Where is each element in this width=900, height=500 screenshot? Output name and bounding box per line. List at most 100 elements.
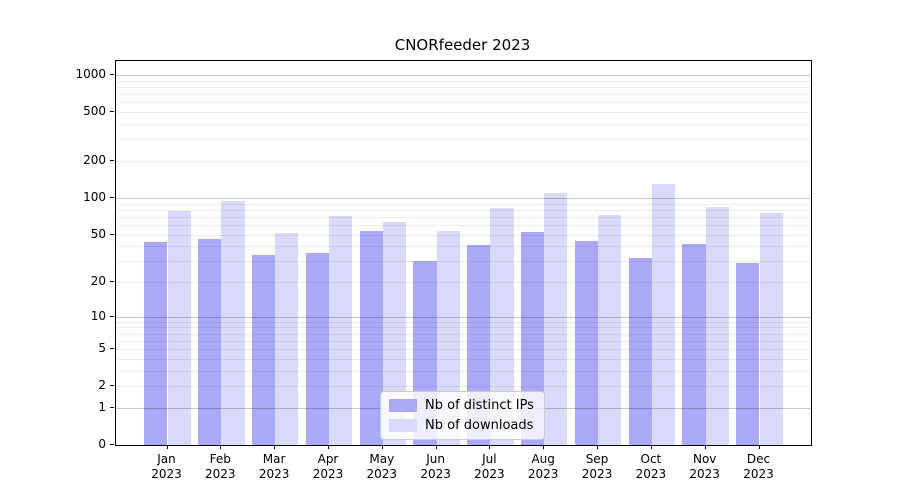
x-tick-label: Oct 2023	[635, 452, 667, 481]
y-tick-mark	[110, 233, 114, 235]
x-tick-mark	[597, 445, 598, 449]
x-tick-mark	[543, 445, 545, 449]
gridline-minor	[116, 209, 811, 211]
x-tick-mark	[274, 445, 276, 449]
y-tick-label: 50	[90, 226, 106, 241]
x-tick-label: Nov 2023	[689, 452, 720, 481]
gridline-minor	[116, 340, 811, 342]
y-tick-label: 200	[83, 153, 106, 167]
bar-distinct-ips	[682, 243, 706, 445]
gridline-minor	[116, 234, 811, 236]
y-tick-label: 1000	[75, 67, 106, 81]
gridline-minor	[116, 327, 811, 329]
legend: Nb of distinct IPs Nb of downloads	[380, 391, 545, 440]
gridline-major	[116, 316, 811, 318]
y-tick-mark	[110, 315, 114, 317]
gridline-minor	[116, 216, 811, 218]
y-tick-mark	[110, 444, 114, 445]
y-tick-mark	[110, 385, 114, 387]
y-tick-mark	[110, 406, 114, 408]
y-tick-label: 500	[83, 104, 106, 119]
gridline-minor	[116, 333, 811, 335]
x-tick-mark	[435, 445, 437, 449]
x-tick-mark	[650, 445, 652, 449]
x-tick-mark	[166, 445, 168, 449]
bar-distinct-ips	[628, 257, 652, 445]
gridline-minor	[116, 87, 811, 88]
x-tick-label: Jan 2023	[151, 452, 182, 481]
x-tick-mark	[489, 445, 491, 449]
bar-downloads	[705, 207, 729, 445]
x-tick-label: Aug 2023	[527, 452, 559, 481]
bar-distinct-ips	[305, 253, 329, 445]
y-tick-label: 2	[98, 378, 106, 393]
legend-item-distinct-ips: Nb of distinct IPs	[389, 397, 534, 414]
gridline-minor	[116, 139, 811, 141]
bar-distinct-ips	[736, 262, 760, 445]
x-tick-mark	[704, 445, 706, 449]
y-tick-mark	[110, 348, 114, 350]
x-tick-label: Jul 2023	[474, 452, 505, 481]
y-tick-label: 0	[98, 437, 106, 451]
x-tick-mark	[220, 445, 222, 449]
bar-downloads	[651, 183, 676, 445]
gridline-minor	[116, 261, 811, 263]
y-tick-mark	[110, 196, 114, 198]
x-tick-label: Feb 2023	[205, 452, 236, 481]
legend-swatch-downloads	[389, 419, 417, 432]
bar-downloads	[275, 233, 299, 445]
y-tick-mark	[110, 74, 114, 75]
bar-distinct-ips	[359, 231, 383, 445]
y-tick-label: 20	[90, 274, 106, 288]
bar-downloads	[221, 201, 245, 445]
gridline-minor	[116, 203, 811, 205]
x-tick-mark	[381, 445, 383, 449]
bar-downloads	[382, 221, 407, 445]
bar-downloads	[598, 214, 622, 445]
gridline-minor	[116, 161, 811, 162]
y-tick-label: 1	[98, 399, 106, 414]
x-tick-label: Jun 2023	[420, 452, 451, 481]
y-tick-label: 5	[98, 341, 106, 356]
legend-label-distinct-ips: Nb of distinct IPs	[425, 398, 534, 413]
x-tick-mark	[328, 445, 329, 449]
bar-distinct-ips	[574, 241, 598, 445]
x-tick-label: Dec 2023	[743, 452, 774, 481]
gridline-minor	[116, 386, 811, 388]
bar-distinct-ips	[144, 242, 168, 445]
gridline-major	[116, 197, 811, 199]
gridline-major	[116, 75, 811, 76]
gridline-minor	[116, 349, 811, 351]
y-tick-mark	[110, 111, 114, 113]
y-tick-mark	[110, 160, 114, 161]
gridline-minor	[116, 94, 811, 96]
bar-distinct-ips	[251, 254, 276, 445]
gridline-minor	[116, 224, 811, 226]
legend-swatch-distinct-ips	[389, 399, 417, 412]
bar-downloads	[490, 207, 514, 445]
legend-label-downloads: Nb of downloads	[425, 418, 534, 433]
gridline-minor	[116, 246, 811, 248]
gridline-minor	[116, 358, 811, 360]
gridline-minor	[116, 102, 811, 104]
x-tick-mark	[758, 445, 760, 449]
gridline-minor	[116, 124, 811, 125]
bar-downloads	[329, 216, 353, 445]
legend-item-downloads: Nb of downloads	[389, 417, 534, 434]
x-tick-label: Mar 2023	[258, 452, 290, 481]
bar-downloads	[544, 192, 568, 445]
y-tick-label: 10	[90, 308, 106, 323]
bar-distinct-ips	[198, 238, 222, 445]
gridline-minor	[116, 370, 811, 372]
y-tick-label: 100	[83, 189, 106, 204]
x-tick-label: Apr 2023	[312, 452, 344, 481]
gridline-minor	[116, 321, 811, 323]
plot-area	[115, 60, 812, 446]
chart-title: CNORfeeder 2023	[394, 36, 531, 54]
gridline-minor	[116, 282, 811, 283]
x-tick-label: Sep 2023	[581, 452, 613, 481]
y-tick-mark	[110, 281, 114, 282]
bar-downloads	[759, 213, 783, 445]
x-tick-label: May 2023	[366, 452, 398, 481]
